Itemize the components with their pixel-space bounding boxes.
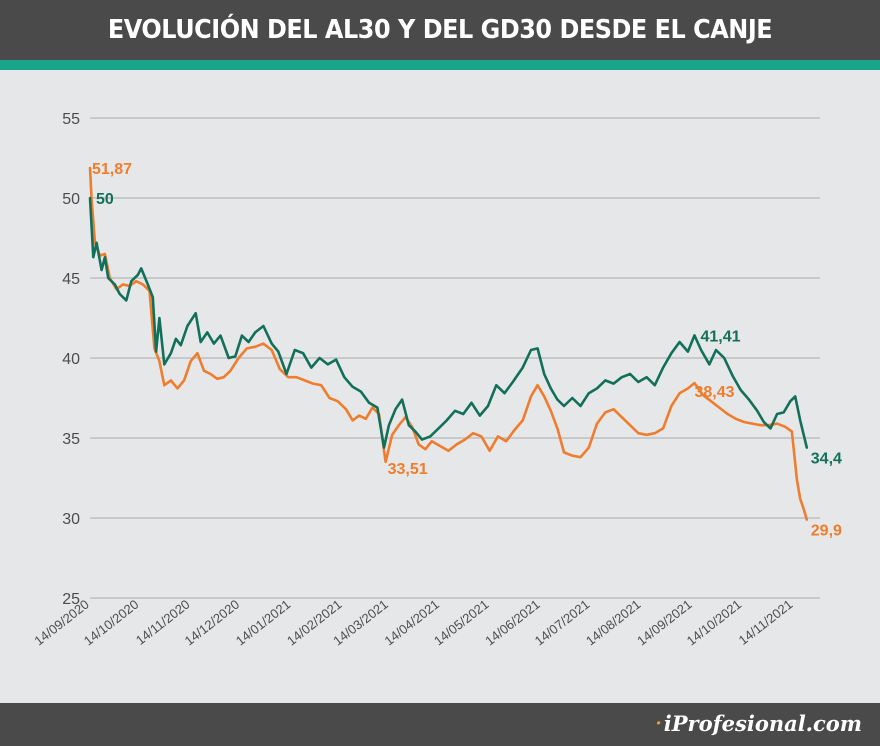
y-tick-label: 45 xyxy=(62,271,80,288)
chart-title: EVOLUCIÓN DEL AL30 Y DEL GD30 DESDE EL C… xyxy=(107,15,773,45)
x-tick-label: 14/08/2021 xyxy=(583,597,644,649)
x-tick-label: 14/09/2021 xyxy=(634,597,695,649)
x-tick-label: 14/07/2021 xyxy=(532,597,593,649)
y-tick-label: 50 xyxy=(62,191,80,208)
y-tick-label: 40 xyxy=(62,351,80,368)
x-tick-label: 14/05/2021 xyxy=(431,597,492,649)
brand-name: iProfesional.com xyxy=(663,711,862,736)
x-tick-label: 14/10/2021 xyxy=(684,597,745,649)
brand-dot-icon: · xyxy=(655,713,662,734)
x-tick-label: 14/11/2021 xyxy=(736,597,796,648)
data-label-gd30: 50 xyxy=(96,191,114,208)
footer-bar: · iProfesional.com xyxy=(0,703,880,746)
x-tick-label: 14/10/2020 xyxy=(81,597,142,649)
accent-stripe xyxy=(0,60,880,70)
data-label-al30: 33,51 xyxy=(388,461,428,478)
y-tick-label: 25 xyxy=(62,591,80,608)
data-label-al30: 29,9 xyxy=(811,523,842,540)
x-tick-label: 14/12/2020 xyxy=(182,597,243,649)
data-label-gd30: 41,41 xyxy=(700,328,740,345)
data-label-al30: 38,43 xyxy=(694,384,734,401)
series-line-gd30 xyxy=(88,196,809,449)
y-tick-label: 30 xyxy=(62,511,80,528)
data-label-gd30: 34,4 xyxy=(811,451,842,468)
x-tick-label: 14/06/2021 xyxy=(482,597,543,649)
series-line-al30 xyxy=(88,166,809,521)
brand-logo: · iProfesional.com xyxy=(656,711,863,736)
x-tick-label: 14/01/2021 xyxy=(233,597,294,649)
y-tick-label: 55 xyxy=(62,111,80,128)
header-bar: EVOLUCIÓN DEL AL30 Y DEL GD30 DESDE EL C… xyxy=(0,0,880,60)
data-label-al30: 51,87 xyxy=(92,161,132,178)
y-tick-label: 35 xyxy=(62,431,80,448)
